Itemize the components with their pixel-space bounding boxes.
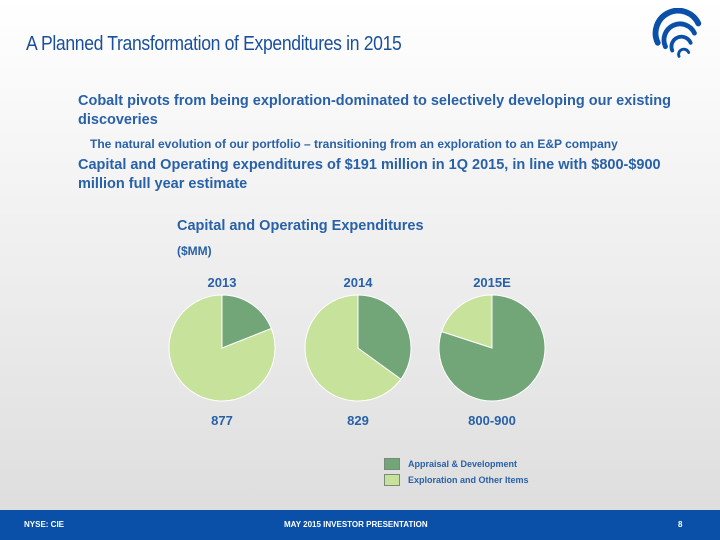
chart-title: Capital and Operating Expenditures: [177, 218, 424, 234]
legend-swatch-exploration: [384, 474, 400, 486]
company-logo-icon: [652, 8, 702, 58]
pie-total-label: 877: [211, 413, 233, 428]
bullet-main-1: Cobalt pivots from being exploration-dom…: [78, 93, 671, 128]
slide-title: A Planned Transformation of Expenditures…: [26, 33, 402, 55]
pie-2014-slice-exploration: [304, 294, 402, 402]
pie-year-label: 2013: [208, 275, 237, 290]
legend-label-exploration: Exploration and Other Items: [408, 475, 529, 485]
footer-page-number: 8: [678, 520, 683, 529]
chart-unit: ($MM): [177, 244, 212, 258]
legend-label-appraisal: Appraisal & Development: [408, 459, 518, 469]
legend-item-appraisal: Appraisal & Development: [384, 456, 529, 472]
pie-2014-slice-appraisal: [357, 294, 412, 380]
pie-total-label: 800-900: [468, 413, 516, 428]
pie-2013-slice-appraisal: [221, 294, 272, 349]
chart-legend: Appraisal & Development Exploration and …: [384, 456, 529, 488]
pie-2015E-slice-exploration: [440, 294, 493, 349]
legend-swatch-appraisal: [384, 458, 400, 470]
pie-year-label: 2015E: [473, 275, 511, 290]
pie-year-label: 2014: [344, 275, 374, 290]
pie-total-label: 829: [347, 413, 369, 428]
bullet-sub-1: The natural evolution of our portfolio –…: [90, 137, 618, 151]
bullet-list: Cobalt pivots from being exploration-dom…: [78, 92, 678, 194]
footer-bar: NYSE: CIE MAY 2015 INVESTOR PRESENTATION…: [0, 510, 720, 540]
bullet-main-2: Capital and Operating expenditures of $1…: [78, 157, 661, 192]
pie-2015E-slice-appraisal: [438, 294, 546, 402]
legend-item-exploration: Exploration and Other Items: [384, 472, 529, 488]
footer-presentation-name: MAY 2015 INVESTOR PRESENTATION: [284, 520, 428, 529]
footer-ticker: NYSE: CIE: [24, 520, 65, 529]
